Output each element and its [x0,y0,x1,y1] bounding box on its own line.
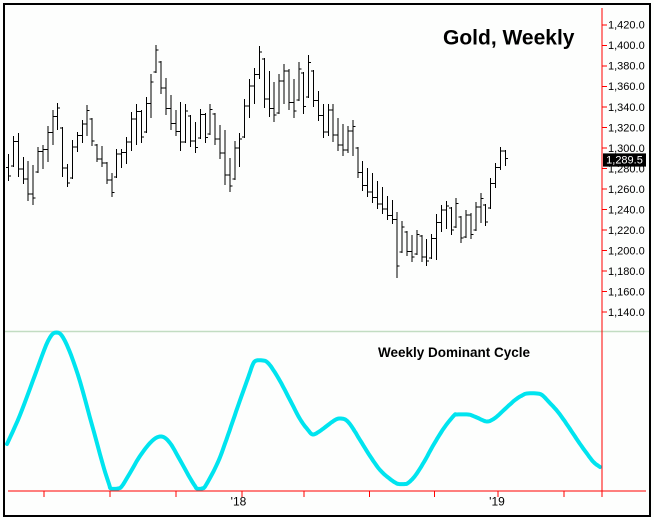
svg-text:Weekly Dominant Cycle: Weekly Dominant Cycle [378,345,531,360]
svg-text:'18: '18 [231,495,247,509]
svg-text:1,340.0: 1,340.0 [608,102,645,114]
svg-text:1,380.0: 1,380.0 [608,61,645,73]
svg-text:1,140.0: 1,140.0 [608,307,645,319]
svg-text:1,260.0: 1,260.0 [608,184,645,196]
svg-text:1,200.0: 1,200.0 [608,245,645,257]
svg-text:Gold, Weekly: Gold, Weekly [443,27,575,50]
svg-text:1,289.5: 1,289.5 [606,155,643,167]
svg-text:'19: '19 [489,495,505,509]
svg-text:1,320.0: 1,320.0 [608,122,645,134]
svg-text:1,160.0: 1,160.0 [608,286,645,298]
svg-text:1,420.0: 1,420.0 [608,20,645,32]
svg-text:1,180.0: 1,180.0 [608,266,645,278]
svg-text:1,400.0: 1,400.0 [608,40,645,52]
svg-text:1,240.0: 1,240.0 [608,204,645,216]
svg-text:1,360.0: 1,360.0 [608,81,645,93]
svg-text:1,300.0: 1,300.0 [608,143,645,155]
svg-text:1,220.0: 1,220.0 [608,225,645,237]
